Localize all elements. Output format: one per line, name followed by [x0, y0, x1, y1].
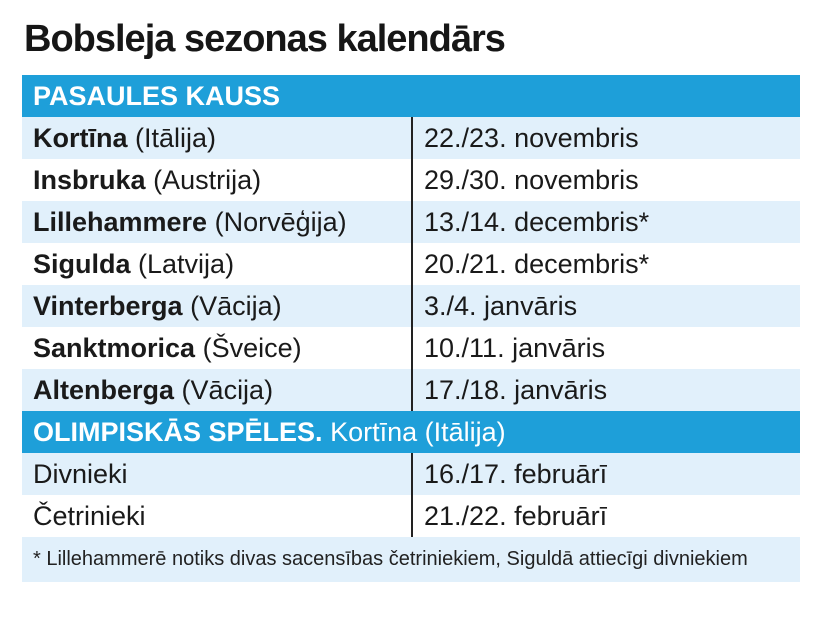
event-cell: Četrinieki [33, 501, 146, 531]
place-name: Altenberga [33, 375, 175, 405]
place-cell: Lillehammere (Norvēģija) [22, 201, 411, 243]
calendar-table: PASAULES KAUSS Kortīna (Itālija) 22./23.… [22, 75, 800, 582]
place-name: Vinterberga [33, 291, 183, 321]
table-row: Sanktmorica (Šveice) 10./11. janvāris [22, 327, 800, 369]
date-cell: 21./22. februārī [411, 495, 800, 537]
place-country: (Vācija) [181, 375, 274, 405]
place-country: (Šveice) [202, 333, 302, 363]
place-cell: Insbruka (Austrija) [22, 159, 411, 201]
place-cell: Vinterberga (Vācija) [22, 285, 411, 327]
date-cell: 10./11. janvāris [411, 327, 800, 369]
section-header-world-cup: PASAULES KAUSS [22, 75, 800, 117]
table-row: Insbruka (Austrija) 29./30. novembris [22, 159, 800, 201]
date-cell: 22./23. novembris [411, 117, 800, 159]
table-row: Lillehammere (Norvēģija) 13./14. decembr… [22, 201, 800, 243]
place-country: (Vācija) [190, 291, 282, 321]
section-title: PASAULES KAUSS [33, 81, 281, 111]
section-title: OLIMPISKĀS SPĒLES. [33, 417, 323, 447]
place-name: Sigulda [33, 249, 131, 279]
place-name: Insbruka [33, 165, 146, 195]
date-cell: 16./17. februārī [411, 453, 800, 495]
place-country: (Itālija) [135, 123, 217, 153]
table-row: Vinterberga (Vācija) 3./4. janvāris [22, 285, 800, 327]
date-cell: 20./21. decembris* [411, 243, 800, 285]
date-cell: 17./18. janvāris [411, 369, 800, 411]
table-row: Divnieki 16./17. februārī [22, 453, 800, 495]
page-title: Bobsleja sezonas kalendārs [24, 18, 506, 60]
section-subtitle: Kortīna (Itālija) [330, 417, 506, 447]
date-cell: 3./4. janvāris [411, 285, 800, 327]
event-cell: Divnieki [33, 459, 128, 489]
place-cell: Sanktmorica (Šveice) [22, 327, 411, 369]
place-name: Kortīna [33, 123, 128, 153]
date-cell: 29./30. novembris [411, 159, 800, 201]
place-name: Lillehammere [33, 207, 208, 237]
place-name: Sanktmorica [33, 333, 196, 363]
place-cell: Kortīna (Itālija) [22, 117, 411, 159]
place-country: (Norvēģija) [214, 207, 347, 237]
place-cell: Altenberga (Vācija) [22, 369, 411, 411]
place-country: (Austrija) [153, 165, 262, 195]
section-header-olympics: OLIMPISKĀS SPĒLES. Kortīna (Itālija) [22, 411, 800, 453]
place-country: (Latvija) [138, 249, 235, 279]
table-row: Četrinieki 21./22. februārī [22, 495, 800, 537]
table-row: Sigulda (Latvija) 20./21. decembris* [22, 243, 800, 285]
place-cell: Sigulda (Latvija) [22, 243, 411, 285]
footnote: * Lillehammerē notiks divas sacensības č… [22, 537, 800, 582]
table-row: Altenberga (Vācija) 17./18. janvāris [22, 369, 800, 411]
date-cell: 13./14. decembris* [411, 201, 800, 243]
table-row: Kortīna (Itālija) 22./23. novembris [22, 117, 800, 159]
